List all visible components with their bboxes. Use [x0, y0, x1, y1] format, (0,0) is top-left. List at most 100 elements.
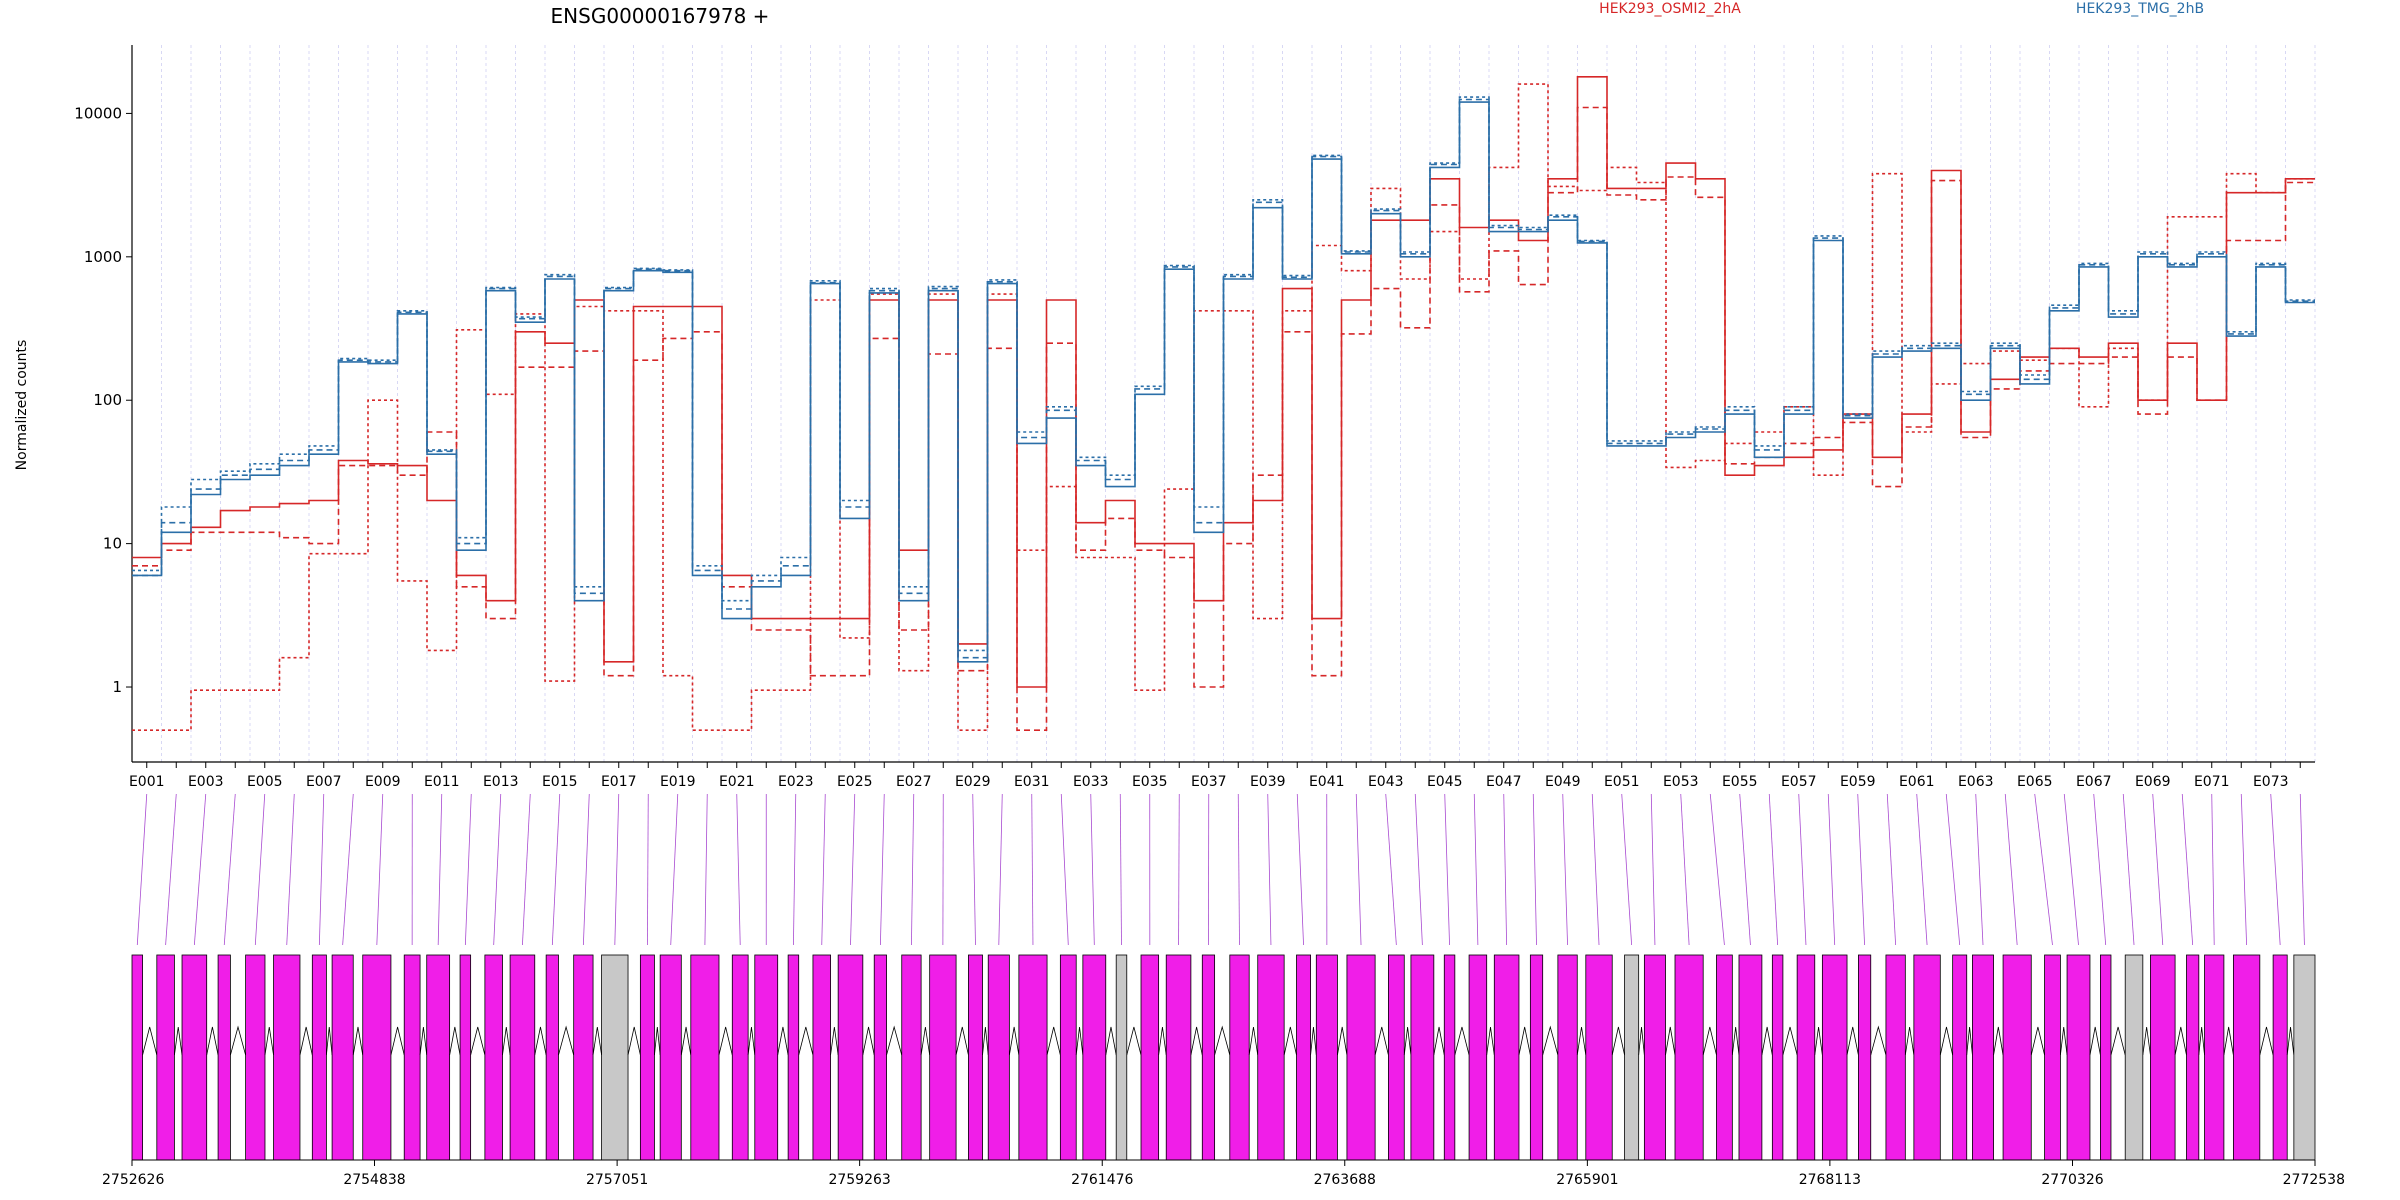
exon-block: [812, 954, 831, 1161]
x-tick-label: E073: [2253, 774, 2289, 790]
exon-block: [690, 954, 720, 1161]
x-tick-label: E063: [1958, 774, 1994, 790]
exon-connector: [223, 793, 236, 946]
exon-block: [217, 954, 231, 1161]
exon-connector: [136, 793, 148, 946]
exon-block: [659, 954, 682, 1161]
exon-connector: [1237, 793, 1240, 946]
exon-block: [1296, 954, 1312, 1161]
exon-connector: [1739, 793, 1751, 946]
intron-line: [502, 1026, 511, 1056]
genomic-tick-label: 2770326: [2041, 1172, 2103, 1188]
exon-connector: [821, 793, 826, 946]
intron-line: [1904, 1026, 1915, 1056]
intron-line: [920, 1026, 931, 1056]
x-tick-label: E011: [424, 774, 460, 790]
x-tick-label: E041: [1309, 774, 1345, 790]
exon-block: [1624, 954, 1640, 1161]
exon-block: [1115, 954, 1128, 1161]
x-tick-label: E059: [1840, 774, 1876, 790]
x-tick-label: E045: [1427, 774, 1463, 790]
intron-line: [862, 1026, 875, 1056]
exon-block: [2100, 954, 2112, 1161]
exon-block: [1972, 954, 1994, 1161]
exon-block: [601, 954, 629, 1161]
y-axis-ticks: 1 10 100 1000 10000: [74, 104, 132, 696]
intron-line: [1008, 1026, 1020, 1056]
exon-connector: [704, 793, 708, 946]
intron-line: [1611, 1026, 1625, 1056]
exon-connector: [582, 793, 590, 946]
exon-connector: [1060, 793, 1069, 946]
intron-line: [1190, 1026, 1203, 1056]
genomic-tick-label: 2763688: [1314, 1172, 1376, 1188]
exon-connector: [376, 793, 384, 946]
intron-line: [558, 1025, 575, 1056]
exon-block: [987, 954, 1010, 1161]
intron-line: [1046, 1026, 1061, 1056]
x-tick-label: E003: [188, 774, 224, 790]
x-tick-label: E009: [365, 774, 401, 790]
exon-connector: [493, 793, 502, 946]
intron-line: [534, 1026, 547, 1056]
series-line-6: [132, 96, 2315, 652]
intron-line: [2030, 1026, 2045, 1056]
exon-block: [754, 954, 779, 1161]
x-tick-label: E069: [2135, 774, 2171, 790]
exon-connector: [2063, 793, 2079, 946]
intron-line: [1454, 1026, 1470, 1056]
intron-line: [352, 1026, 364, 1056]
intron-line: [680, 1026, 692, 1056]
exon-connector: [2122, 793, 2135, 946]
exon-connector: [1945, 793, 1961, 946]
exon-connector: [2181, 793, 2194, 946]
intron-line: [1993, 1026, 2004, 1056]
y-tick-label: 1: [112, 678, 122, 696]
intron-line: [2142, 1026, 2151, 1056]
exon-block: [1346, 954, 1376, 1161]
x-tick-label: E061: [1899, 774, 1935, 790]
exon-block: [1410, 954, 1435, 1161]
exon-block: [968, 954, 983, 1161]
series-line-3: [132, 83, 2315, 731]
y-axis-label: Normalized counts: [14, 340, 30, 471]
x-tick-label: E047: [1486, 774, 1522, 790]
exon-connector: [2093, 793, 2107, 946]
exon-block: [639, 954, 655, 1161]
exon-connector: [551, 793, 561, 946]
exon-block: [1738, 954, 1763, 1161]
genomic-tick-label: 2761476: [1071, 1172, 1133, 1188]
intron-line: [718, 1026, 733, 1056]
intron-line: [1638, 1026, 1645, 1056]
x-tick-label: E071: [2194, 774, 2230, 790]
x-tick-label: E037: [1191, 774, 1227, 790]
exon-block: [1201, 954, 1216, 1161]
intron-line: [2060, 1026, 2068, 1056]
intron-line: [1158, 1026, 1167, 1056]
exon-connector: [1385, 793, 1397, 946]
intron-line: [470, 1026, 486, 1056]
exon-connector: [1090, 793, 1095, 946]
exon-block: [311, 954, 327, 1161]
x-tick-label: E035: [1132, 774, 1168, 790]
exon-block: [929, 954, 957, 1161]
intron-line: [2286, 1026, 2295, 1056]
genomic-tick-label: 2772538: [2283, 1172, 2345, 1188]
exon-block: [2204, 954, 2225, 1161]
genomic-tick-label: 2768113: [1799, 1172, 1861, 1188]
intron-line: [1403, 1026, 1412, 1056]
x-tick-label: E013: [483, 774, 519, 790]
exon-connector: [1178, 793, 1180, 946]
x-tick-label: E015: [542, 774, 578, 790]
exon-connector: [1296, 793, 1304, 946]
exon-connector-lines: [136, 793, 2305, 946]
x-tick-label: E019: [660, 774, 696, 790]
exon-block: [787, 954, 800, 1161]
series-lines: [132, 76, 2315, 731]
exon-block: [362, 954, 392, 1161]
legend-entry-tmg: HEK293_TMG_2hB: [2076, 1, 2204, 17]
chart-title: ENSG00000167978 +: [551, 4, 770, 28]
intron-line: [1126, 1026, 1142, 1056]
x-tick-label: E053: [1663, 774, 1699, 790]
exon-block: [2044, 954, 2061, 1161]
